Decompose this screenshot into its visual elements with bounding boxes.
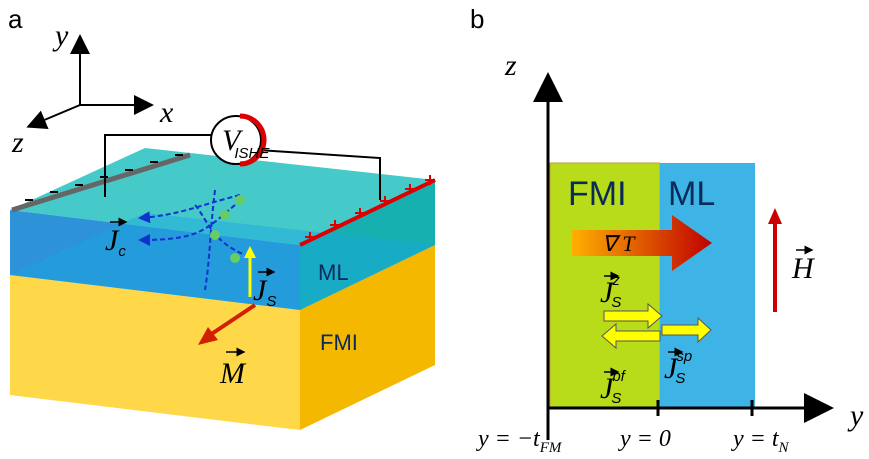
electron: [235, 195, 245, 205]
field-arrow: [768, 208, 782, 224]
layer-label: ML: [318, 260, 349, 285]
axis-label: x: [159, 96, 174, 129]
axis-label: z: [504, 49, 517, 82]
gradient-label: ∇ T: [602, 231, 636, 256]
panel-label: a: [8, 4, 23, 34]
electron: [220, 210, 230, 220]
position-label: y = 0: [618, 426, 671, 452]
axis: [30, 105, 80, 126]
magnetization-label: M: [219, 357, 247, 390]
layer-label: FMI: [568, 175, 627, 213]
panel-a: a y x z VISHE: [8, 4, 435, 430]
panel-b: b z y FMI ML ∇ T H JSz JSbf JSsp y = −tF…: [470, 4, 864, 456]
position-label: y = tN: [731, 426, 790, 456]
figure: a y x z VISHE: [0, 0, 869, 459]
layer-label: FMI: [320, 330, 358, 355]
electron: [230, 253, 240, 263]
field-label: H: [791, 252, 816, 285]
electron: [210, 230, 220, 240]
axis-label: y: [847, 399, 864, 432]
panel-label: b: [470, 4, 484, 34]
axis-label: z: [11, 126, 24, 159]
layer-label: ML: [668, 175, 715, 213]
position-label: y = −tFM: [476, 426, 563, 456]
axis-label: y: [52, 19, 69, 52]
